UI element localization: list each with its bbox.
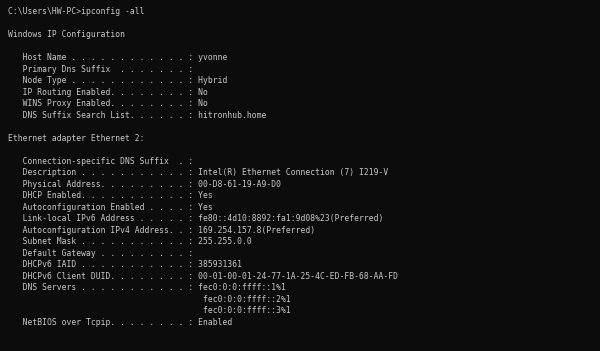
Text: fec0:0:0:ffff::3%1: fec0:0:0:ffff::3%1 (8, 306, 291, 315)
Text: DHCPv6 IAID . . . . . . . . . . . : 385931361: DHCPv6 IAID . . . . . . . . . . . : 3859… (8, 260, 242, 269)
Text: Windows IP Configuration: Windows IP Configuration (8, 30, 125, 39)
Text: IP Routing Enabled. . . . . . . . : No: IP Routing Enabled. . . . . . . . : No (8, 88, 208, 97)
Text: Host Name . . . . . . . . . . . . : yvonne: Host Name . . . . . . . . . . . . : yvon… (8, 53, 227, 62)
Text: Autoconfiguration IPv4 Address. . : 169.254.157.8(Preferred): Autoconfiguration IPv4 Address. . : 169.… (8, 226, 315, 235)
Text: Primary Dns Suffix  . . . . . . . :: Primary Dns Suffix . . . . . . . : (8, 65, 193, 74)
Text: Subnet Mask . . . . . . . . . . . : 255.255.0.0: Subnet Mask . . . . . . . . . . . : 255.… (8, 237, 252, 246)
Text: fec0:0:0:ffff::2%1: fec0:0:0:ffff::2%1 (8, 295, 291, 304)
Text: Connection-specific DNS Suffix  . :: Connection-specific DNS Suffix . : (8, 157, 193, 166)
Text: NetBIOS over Tcpip. . . . . . . . : Enabled: NetBIOS over Tcpip. . . . . . . . : Enab… (8, 318, 232, 327)
Text: Autoconfiguration Enabled . . . . : Yes: Autoconfiguration Enabled . . . . : Yes (8, 203, 213, 212)
Text: Link-local IPv6 Address . . . . . : fe80::4d10:8892:fa1:9d08%23(Preferred): Link-local IPv6 Address . . . . . : fe80… (8, 214, 383, 223)
Text: DHCP Enabled. . . . . . . . . . . : Yes: DHCP Enabled. . . . . . . . . . . : Yes (8, 191, 213, 200)
Text: C:\Users\HW-PC>ipconfig -all: C:\Users\HW-PC>ipconfig -all (8, 7, 145, 16)
Text: Physical Address. . . . . . . . . : 00-D8-61-19-A9-D0: Physical Address. . . . . . . . . : 00-D… (8, 180, 281, 189)
Text: Default Gateway . . . . . . . . . :: Default Gateway . . . . . . . . . : (8, 249, 193, 258)
Text: DHCPv6 Client DUID. . . . . . . . : 00-01-00-01-24-77-1A-25-4C-ED-FB-68-AA-FD: DHCPv6 Client DUID. . . . . . . . : 00-0… (8, 272, 398, 281)
Text: DNS Servers . . . . . . . . . . . : fec0:0:0:ffff::1%1: DNS Servers . . . . . . . . . . . : fec0… (8, 283, 286, 292)
Text: Description . . . . . . . . . . . : Intel(R) Ethernet Connection (7) I219-V: Description . . . . . . . . . . . : Inte… (8, 168, 388, 177)
Text: Node Type . . . . . . . . . . . . : Hybrid: Node Type . . . . . . . . . . . . : Hybr… (8, 76, 227, 85)
Text: Ethernet adapter Ethernet 2:: Ethernet adapter Ethernet 2: (8, 134, 145, 143)
Text: WINS Proxy Enabled. . . . . . . . : No: WINS Proxy Enabled. . . . . . . . : No (8, 99, 208, 108)
Text: DNS Suffix Search List. . . . . . : hitronhub.home: DNS Suffix Search List. . . . . . : hitr… (8, 111, 266, 120)
